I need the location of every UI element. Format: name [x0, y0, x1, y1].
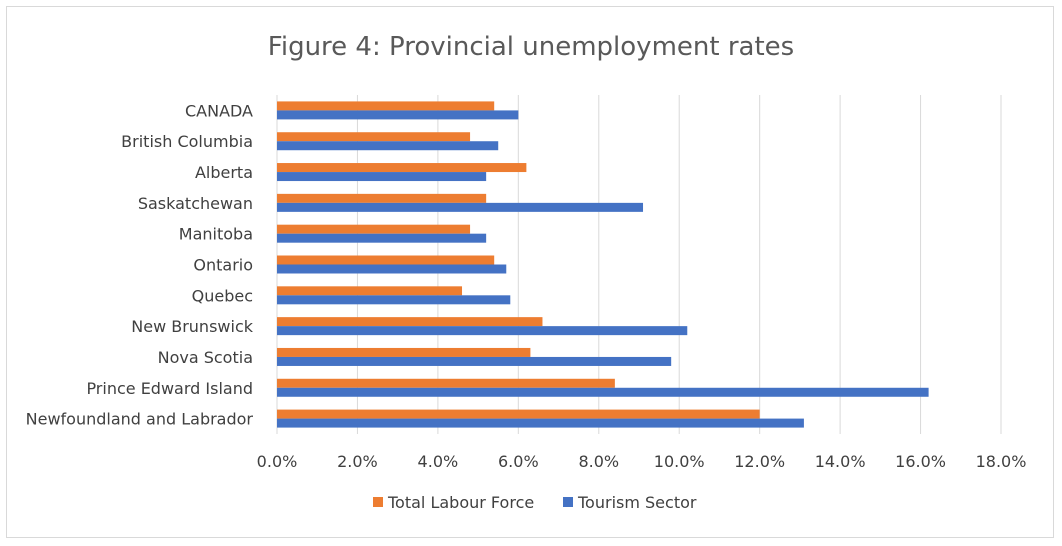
bar-tourism-sector	[277, 202, 644, 212]
bar-total-labour-force	[277, 286, 463, 296]
chart-frame	[6, 6, 1054, 538]
category-label: Newfoundland and Labrador	[26, 410, 254, 429]
bar-tourism-sector	[277, 172, 487, 182]
legend-swatch	[563, 497, 573, 507]
bar-tourism-sector	[277, 326, 688, 336]
legend-label: Tourism Sector	[577, 493, 697, 512]
bar-tourism-sector	[277, 356, 672, 366]
category-label: Saskatchewan	[138, 194, 253, 213]
category-label: New Brunswick	[131, 317, 253, 336]
legend-swatch	[373, 497, 383, 507]
chart-title: Figure 4: Provincial unemployment rates	[267, 32, 795, 62]
category-label: CANADA	[185, 101, 253, 120]
x-tick-label: 0.0%	[257, 452, 298, 471]
gridlines	[276, 95, 1002, 434]
legend-label: Total Labour Force	[387, 493, 534, 512]
bar-tourism-sector	[277, 233, 487, 243]
x-tick-label: 10.0%	[654, 452, 705, 471]
x-tick-label: 12.0%	[734, 452, 785, 471]
category-label: Prince Edward Island	[86, 379, 253, 398]
category-labels: CANADA British Columbia Alberta Saskatchewa…	[26, 101, 254, 428]
x-tick-label: 18.0%	[976, 452, 1027, 471]
bar-total-labour-force	[277, 317, 543, 327]
x-tick-label: 2.0%	[337, 452, 378, 471]
bar-total-labour-force	[277, 347, 531, 357]
bar-total-labour-force	[277, 193, 487, 203]
x-tick-label: 16.0%	[895, 452, 946, 471]
bar-tourism-sector	[277, 295, 511, 305]
bars	[277, 101, 929, 428]
x-tick-label: 14.0%	[815, 452, 866, 471]
x-tick-label: 6.0%	[498, 452, 539, 471]
category-label: British Columbia	[121, 132, 253, 151]
bar-tourism-sector	[277, 141, 499, 151]
category-label: Ontario	[193, 256, 253, 275]
bar-total-labour-force	[277, 255, 495, 265]
category-label: Manitoba	[179, 225, 253, 244]
bar-total-labour-force	[277, 163, 527, 173]
bar-total-labour-force	[277, 378, 615, 388]
x-tick-label: 8.0%	[578, 452, 619, 471]
bar-total-labour-force	[277, 132, 471, 142]
bar-total-labour-force	[277, 224, 471, 234]
bar-tourism-sector	[277, 264, 507, 274]
category-label: Quebec	[192, 286, 253, 305]
bar-tourism-sector	[277, 110, 519, 120]
bar-total-labour-force	[277, 409, 760, 419]
bar-total-labour-force	[277, 101, 495, 111]
x-axis-tick-labels: 0.0% 2.0% 4.0% 6.0% 8.0% 10.0% 12.0% 14.0% 16.0%…	[257, 452, 1027, 471]
legend: Total Labour Force Tourism Sector	[373, 493, 697, 512]
x-tick-label: 4.0%	[418, 452, 459, 471]
bar-tourism-sector	[277, 387, 929, 397]
category-label: Nova Scotia	[158, 348, 253, 367]
bar-tourism-sector	[277, 418, 804, 428]
category-label: Alberta	[195, 163, 253, 182]
